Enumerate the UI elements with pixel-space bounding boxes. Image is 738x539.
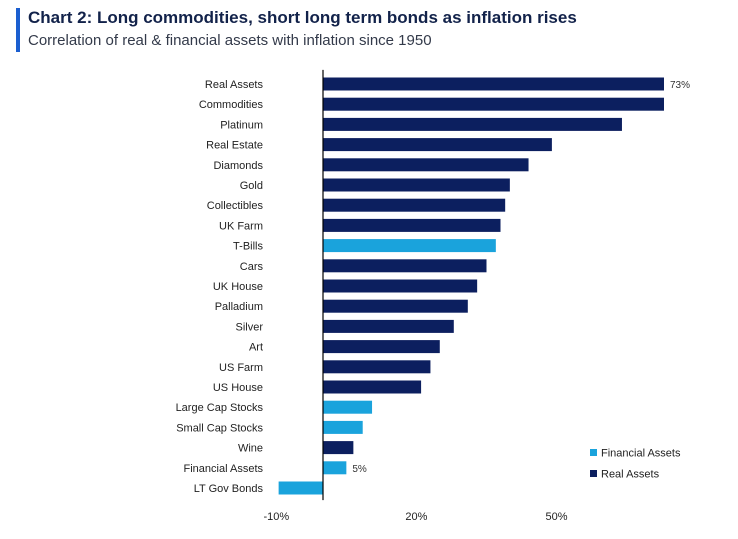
category-label: Real Assets — [205, 79, 264, 91]
category-label: Large Cap Stocks — [176, 402, 264, 414]
x-tick-label: -10% — [263, 511, 289, 523]
bar — [323, 420, 363, 434]
bar — [323, 259, 487, 273]
bar — [323, 138, 552, 152]
legend-label: Real Assets — [601, 469, 660, 481]
bar — [323, 441, 354, 455]
bar — [323, 360, 431, 374]
bar — [323, 319, 454, 333]
bar — [323, 97, 664, 111]
bar — [323, 198, 506, 212]
category-label: Collectibles — [207, 200, 264, 212]
bar — [278, 481, 323, 495]
bar — [323, 400, 373, 414]
data-label: 5% — [352, 464, 367, 475]
bar — [323, 117, 622, 131]
chart-subtitle: Correlation of real & financial assets w… — [28, 32, 432, 49]
bar — [323, 158, 529, 172]
category-label: Palladium — [215, 301, 263, 313]
data-label: 73% — [670, 80, 690, 91]
x-tick-label: 50% — [546, 511, 568, 523]
category-label: Platinum — [220, 119, 263, 131]
bar — [323, 299, 468, 313]
category-label: Art — [249, 342, 263, 354]
bar — [323, 279, 478, 293]
category-label: Financial Assets — [184, 463, 264, 475]
legend-label: Financial Assets — [601, 448, 681, 460]
category-label: Diamonds — [213, 160, 263, 172]
bar — [323, 218, 501, 232]
category-label: Real Estate — [206, 140, 263, 152]
category-label: Wine — [238, 443, 263, 455]
bar — [323, 77, 664, 91]
category-label: Silver — [235, 321, 263, 333]
category-label: Small Cap Stocks — [176, 422, 263, 434]
category-label: US Farm — [219, 362, 263, 374]
category-label: Commodities — [199, 99, 264, 111]
category-label: Gold — [240, 180, 263, 192]
legend-swatch — [590, 449, 597, 456]
chart-title: Chart 2: Long commodities, short long te… — [28, 8, 577, 27]
category-label: UK Farm — [219, 220, 263, 232]
bar — [323, 239, 496, 253]
title-accent-bar — [16, 8, 20, 52]
category-label: UK House — [213, 281, 263, 293]
legend-swatch — [590, 470, 597, 477]
category-label: Cars — [240, 261, 264, 273]
bar — [323, 461, 347, 475]
category-label: LT Gov Bonds — [194, 483, 264, 495]
category-label: T-Bills — [233, 241, 263, 253]
bar — [323, 178, 510, 192]
x-tick-label: 20% — [405, 511, 427, 523]
bar — [323, 340, 440, 354]
category-label: US House — [213, 382, 263, 394]
bar — [323, 380, 422, 394]
